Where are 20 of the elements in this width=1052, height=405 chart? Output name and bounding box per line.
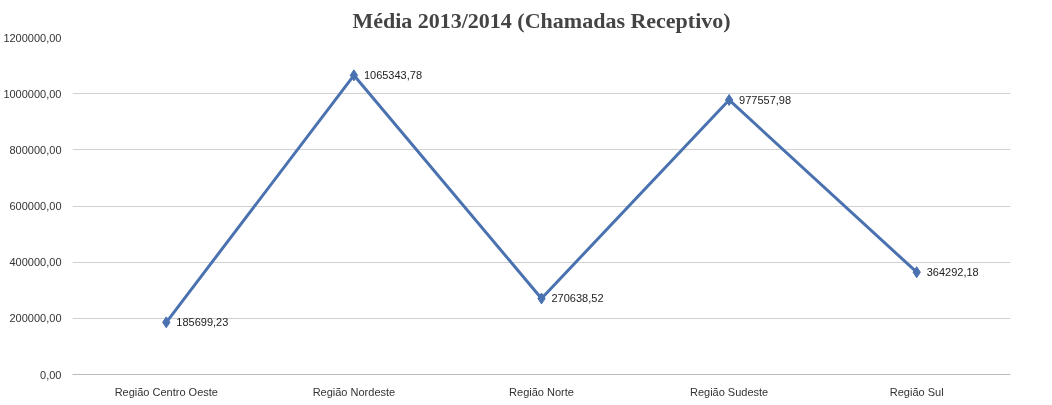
- x-tick-label: Região Norte: [509, 385, 574, 398]
- x-tick-label: Região Sul: [889, 385, 944, 398]
- y-tick-label: 800000,00: [9, 143, 62, 156]
- x-tick-label: Região Centro Oeste: [114, 385, 218, 398]
- x-tick-label: Região Sudeste: [689, 385, 769, 398]
- x-tick-label: Região Nordeste: [312, 385, 396, 398]
- data-label: 977557,98: [739, 93, 792, 106]
- y-tick-label: 1000000,00: [3, 87, 62, 100]
- data-label: 364292,18: [926, 266, 979, 279]
- point: [724, 93, 734, 106]
- data-label: 1065343,78: [363, 69, 423, 82]
- y-tick-label: 400000,00: [9, 256, 62, 269]
- y-tick-label: 0,00: [40, 368, 62, 381]
- data-label: 270638,52: [551, 292, 604, 305]
- y-tick-label: 600000,00: [9, 200, 62, 212]
- chart-title: Média 2013/2014 (Chamadas Receptivo): [352, 7, 731, 33]
- point: [349, 69, 359, 82]
- y-tick-label: 200000,00: [9, 312, 62, 325]
- data-label: 185699,23: [176, 316, 229, 329]
- y-tick-label: 1200000,00: [3, 31, 62, 44]
